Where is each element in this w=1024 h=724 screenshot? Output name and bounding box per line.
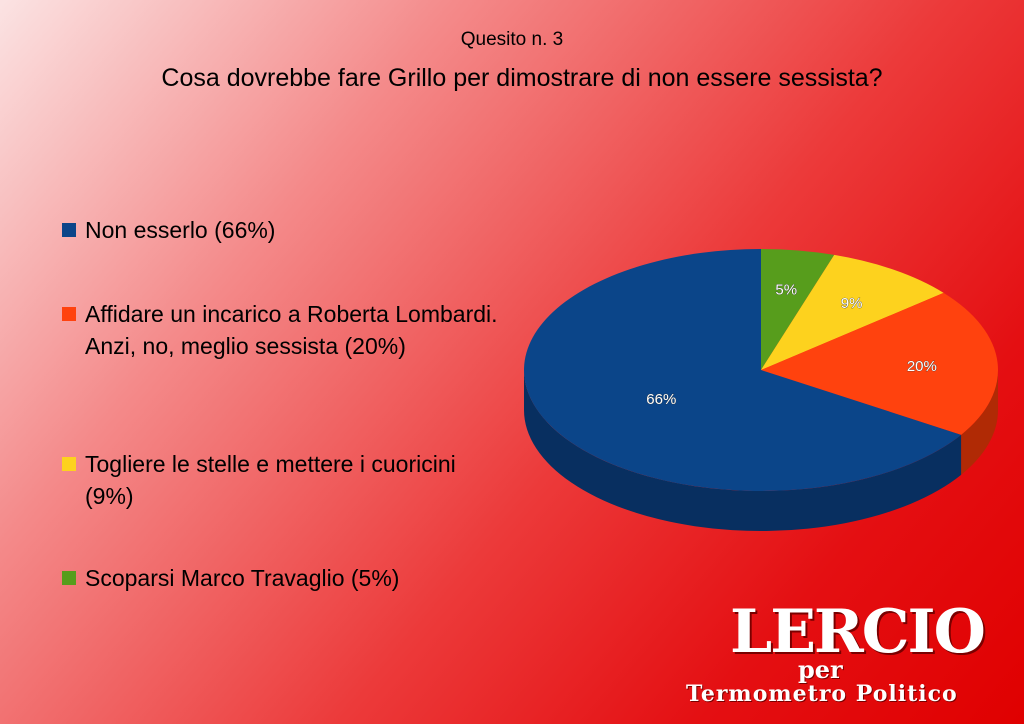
pie-slice [761,249,835,370]
pie-slice [523,249,962,492]
legend-item-scoparsi: Scoparsi Marco Travaglio (5%) [62,562,510,594]
logo-per-text: per [798,655,843,684]
legend-swatch [62,307,76,321]
pie-slice [761,254,944,370]
pie-side [524,370,998,532]
logo-sub-text: Termometro Politico [686,681,958,707]
legend-swatch [62,457,76,471]
logo-main-text: LERCIO [730,597,986,667]
chart-title: Cosa dovrebbe fare Grillo per dimostrare… [161,64,883,92]
legend-label: Affidare un incarico a Roberta Lombardi.… [85,301,498,359]
legend-label: Scoparsi Marco Travaglio (5%) [85,565,400,591]
pie-slice [761,292,998,435]
legend-swatch [62,571,76,585]
pie-data-label: 5% [775,282,797,299]
chart-subtitle: Quesito n. 3 [460,29,564,50]
legend-item-non-esserlo: Non esserlo (66%) [62,214,510,246]
pie-data-label: 9% [841,295,863,312]
pie-side-wedge [524,370,962,532]
legend-label: Non esserlo (66%) [85,217,276,243]
legend-swatch [62,223,76,237]
lercio-logo: LERCIO per Termometro Politico [680,597,1010,717]
legend-item-affidare: Affidare un incarico a Roberta Lombardi.… [62,298,510,362]
legend-label: Togliere le stelle e mettere i cuoricini… [85,451,456,509]
legend-item-togliere: Togliere le stelle e mettere i cuoricini… [62,448,510,512]
pie-data-label: 66% [646,391,676,408]
pie-data-label: 20% [907,358,937,375]
pie-side-wedge [961,370,998,475]
